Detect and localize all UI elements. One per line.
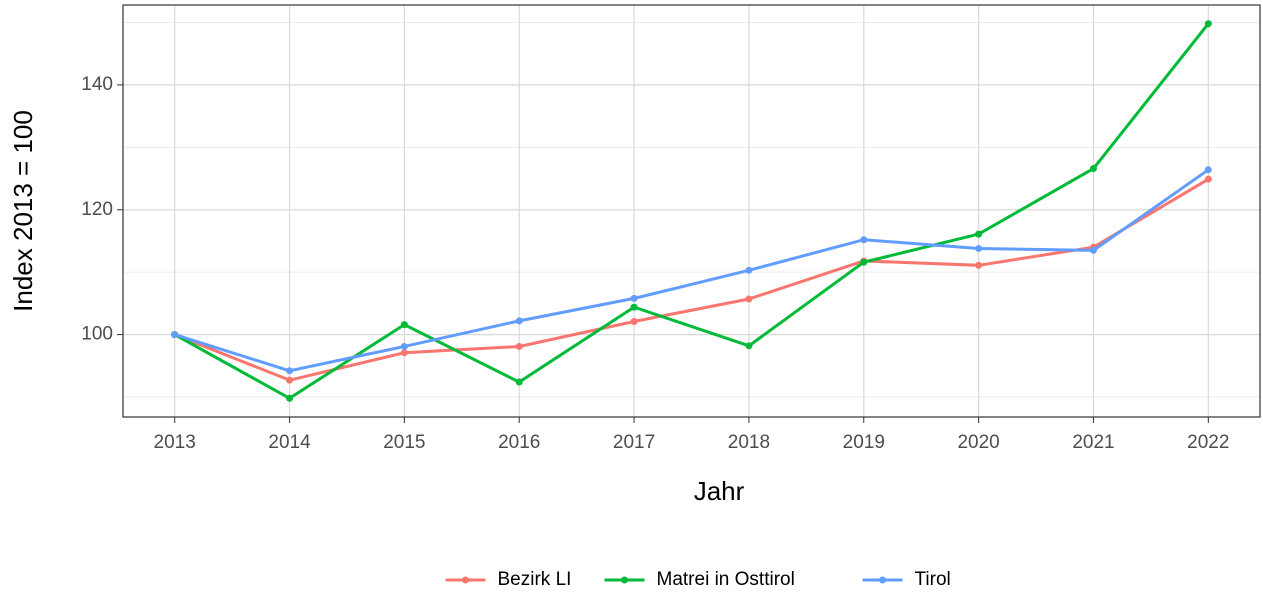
x-tick-label: 2018: [728, 432, 770, 453]
x-axis-title: Jahr: [694, 476, 745, 506]
y-axis-title: Index 2013 = 100: [8, 110, 38, 312]
series-line: [174, 177, 1210, 382]
x-tick-label: 2014: [268, 432, 311, 453]
point: [515, 342, 523, 350]
x-tick-label: 2020: [957, 432, 999, 453]
x-tick-label: 2019: [843, 432, 885, 453]
legend-label: Tirol: [915, 569, 951, 590]
y-tick-label: 120: [81, 199, 113, 220]
point: [745, 266, 753, 274]
series-line: [174, 168, 1210, 373]
point: [745, 342, 753, 350]
point: [286, 394, 294, 402]
point: [1204, 175, 1212, 183]
x-tick-label: 2016: [498, 432, 540, 453]
point: [515, 378, 523, 386]
point: [400, 321, 408, 329]
x-tick-label: 2021: [1072, 432, 1114, 453]
point: [630, 294, 638, 302]
y-tick-label: 140: [81, 74, 113, 95]
point: [286, 376, 294, 384]
point: [171, 331, 179, 339]
legend-key-point: [879, 576, 886, 584]
point: [630, 317, 638, 325]
point: [515, 317, 523, 325]
point: [630, 303, 638, 311]
point: [400, 342, 408, 350]
point: [1089, 246, 1097, 254]
series-line: [173, 22, 1210, 401]
point: [1204, 166, 1212, 174]
x-tick-label: 2013: [154, 432, 196, 453]
x-tick-label: 2015: [383, 432, 425, 453]
y-tick-label: 100: [81, 324, 113, 345]
panel-border: [122, 4, 1261, 418]
point: [745, 295, 753, 303]
point: [286, 367, 294, 375]
legend-key-point: [462, 576, 469, 584]
point: [975, 230, 983, 238]
point: [975, 244, 983, 252]
point: [1204, 20, 1212, 28]
point: [860, 236, 868, 244]
legend-label: Bezirk LI: [498, 569, 572, 590]
legend-key-point: [621, 576, 628, 584]
point: [400, 349, 408, 357]
x-tick-label: 2022: [1187, 432, 1229, 453]
legend-label: Matrei in Osttirol: [657, 569, 795, 590]
point: [860, 258, 868, 266]
x-tick-label: 2017: [613, 432, 655, 453]
point: [975, 261, 983, 269]
point: [1089, 165, 1097, 173]
